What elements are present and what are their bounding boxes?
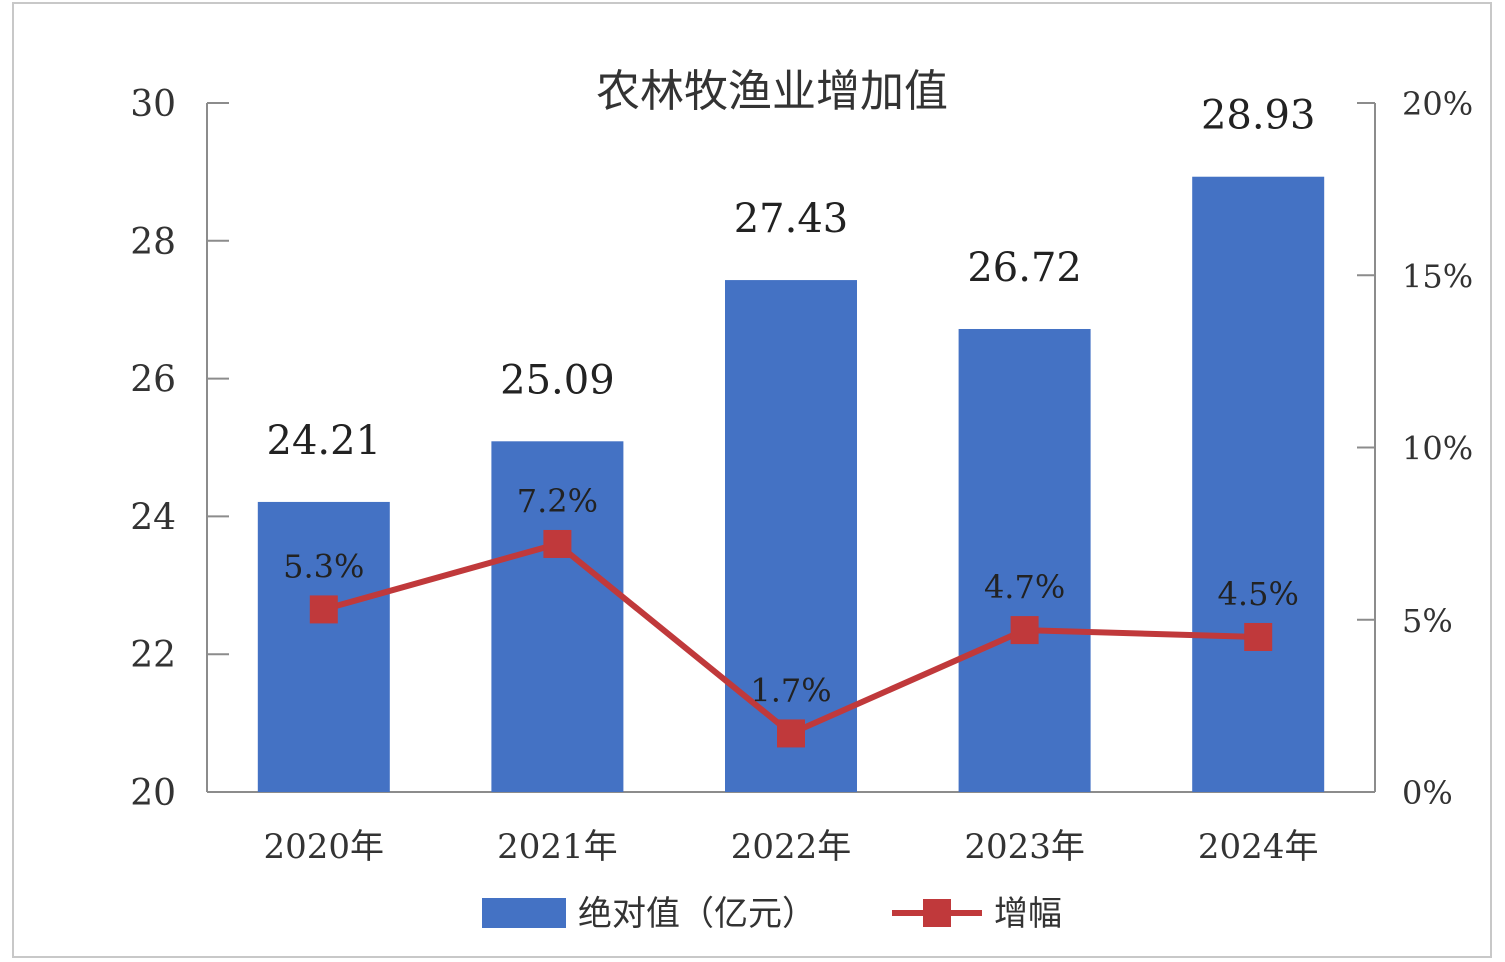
- growth-line: [309, 529, 1273, 748]
- growth-marker: [1010, 616, 1039, 645]
- y-left-tick-label: 24: [130, 497, 176, 538]
- legend-line-label: 增幅: [994, 894, 1062, 934]
- category-label: 2020年: [264, 827, 385, 867]
- category-label: 2021年: [497, 827, 618, 867]
- bar-2021年: [491, 441, 624, 792]
- y-left-tick-label: 22: [130, 635, 176, 676]
- bar-value-label: 25.09: [500, 357, 615, 403]
- category-labels: 2020年 2021年 2022年 2023年 2024年: [264, 827, 1319, 867]
- category-label: 2023年: [964, 827, 1085, 867]
- bar-2022年: [725, 280, 857, 792]
- category-label: 2022年: [731, 827, 852, 867]
- y-left-tick-label: 20: [130, 773, 176, 814]
- y-right-tick-label: 0%: [1402, 774, 1453, 812]
- bar-value-label: 28.93: [1201, 93, 1316, 139]
- legend: 绝对值（亿元） 增幅: [482, 894, 1062, 934]
- growth-value-label: 4.7%: [984, 568, 1065, 606]
- bar-2023年: [958, 328, 1091, 792]
- y-left-tick-label: 30: [130, 84, 176, 125]
- bar-value-label: 27.43: [734, 196, 849, 242]
- growth-value-label: 5.3%: [283, 547, 364, 585]
- bar-value-label: 24.21: [267, 418, 382, 464]
- y-left-tick-label: 28: [130, 222, 176, 263]
- y-left-tick-label: 26: [130, 360, 176, 401]
- growth-value-label: 1.7%: [750, 671, 831, 709]
- category-label: 2024年: [1198, 827, 1319, 867]
- legend-line-marker: [923, 899, 951, 927]
- growth-marker: [777, 719, 805, 748]
- growth-value-label: 4.5%: [1218, 575, 1299, 613]
- growth-value-label: 7.2%: [517, 482, 598, 520]
- bar-2020年: [257, 501, 390, 792]
- y-right-tick-label: 10%: [1402, 430, 1473, 468]
- growth-marker: [543, 529, 572, 558]
- y-right-tick-label: 15%: [1402, 257, 1473, 295]
- growth-marker: [1244, 622, 1273, 651]
- chart-title: 农林牧渔业增加值: [596, 66, 948, 117]
- bars: [257, 176, 1325, 792]
- axes: 20 22 24 26 28 30 0% 5% 10% 15% 20%: [130, 84, 1473, 814]
- y-right-tick-label: 20%: [1402, 85, 1473, 123]
- y-right-tick-label: 5%: [1402, 602, 1453, 640]
- growth-marker: [309, 595, 338, 624]
- bar-value-label: 26.72: [967, 245, 1082, 291]
- data-labels: 24.21 25.09 27.43 26.72 28.93 5.3% 7.2% 1.7% 4.7…: [267, 93, 1316, 710]
- bar-2024年: [1192, 176, 1325, 792]
- legend-bar-swatch: [482, 898, 566, 928]
- legend-bar-label: 绝对值（亿元）: [578, 894, 816, 934]
